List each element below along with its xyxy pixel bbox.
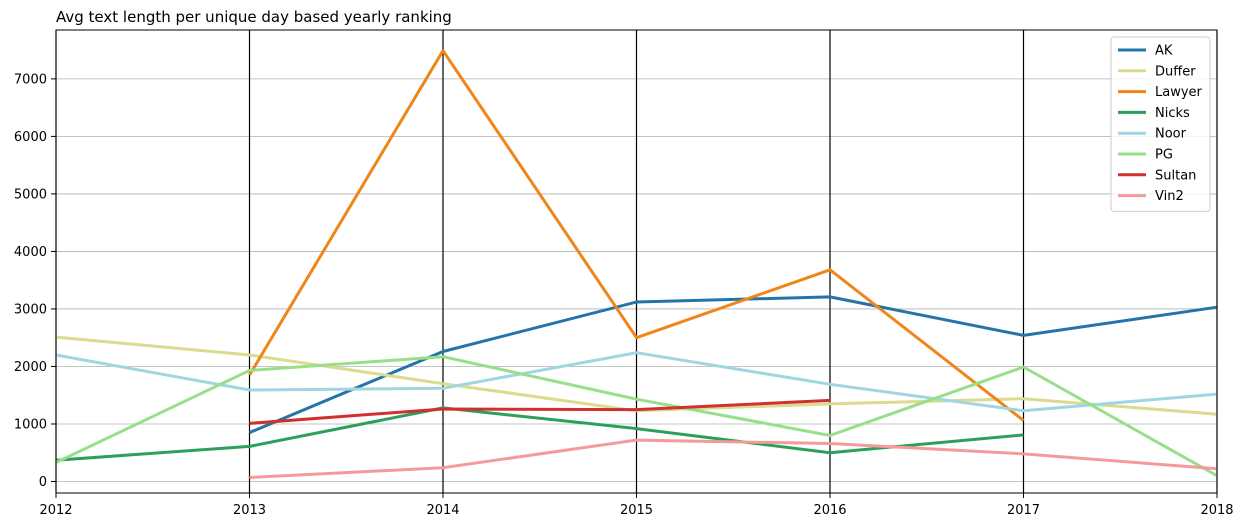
x-tick-label: 2017 xyxy=(1007,503,1040,518)
legend-label-noor: Noor xyxy=(1155,127,1187,142)
y-tick-label: 1000 xyxy=(14,417,47,432)
x-tick-label: 2014 xyxy=(426,503,459,518)
y-tick-label: 4000 xyxy=(14,245,47,260)
legend-box xyxy=(1110,36,1211,212)
series-line-noor xyxy=(55,351,1218,413)
legend-label-duffer: Duffer xyxy=(1155,64,1196,79)
legend-label-vin2: Vin2 xyxy=(1155,189,1184,204)
legend-label-lawyer: Lawyer xyxy=(1155,85,1203,100)
x-ticks: 2012 2013 2014 2015 2016 2017 2018 xyxy=(39,493,1234,518)
series-line-vin2 xyxy=(249,438,1218,479)
series-line-nicks xyxy=(55,406,1024,462)
series-line-ak xyxy=(248,295,1218,434)
series-lines xyxy=(55,49,1218,479)
vertical-grid xyxy=(55,30,1218,493)
legend-label-ak: AK xyxy=(1155,44,1173,59)
y-tick-label: 2000 xyxy=(14,360,47,375)
legend: AK Duffer Lawyer Nicks Noor PG Sultan Vin2 xyxy=(1110,36,1211,212)
y-ticks: 0 1000 2000 3000 4000 5000 6000 7000 xyxy=(14,72,56,490)
legend-label-pg: PG xyxy=(1155,148,1173,163)
x-tick-label: 2015 xyxy=(620,503,653,518)
x-tick-label: 2018 xyxy=(1200,503,1233,518)
legend-label-sultan: Sultan xyxy=(1155,168,1196,183)
chart-title: Avg text length per unique day based yea… xyxy=(56,8,452,26)
series-line-sultan xyxy=(249,398,831,425)
y-tick-label: 7000 xyxy=(14,72,47,87)
y-tick-label: 6000 xyxy=(14,130,47,145)
x-tick-label: 2016 xyxy=(813,503,846,518)
series-line-pg xyxy=(55,355,1218,478)
y-tick-label: 5000 xyxy=(14,187,47,202)
series-line-lawyer xyxy=(248,49,1025,422)
legend-label-nicks: Nicks xyxy=(1155,106,1190,121)
y-tick-label: 3000 xyxy=(14,302,47,317)
x-tick-label: 2013 xyxy=(233,503,266,518)
x-tick-label: 2012 xyxy=(39,503,72,518)
y-tick-label: 0 xyxy=(39,475,47,490)
